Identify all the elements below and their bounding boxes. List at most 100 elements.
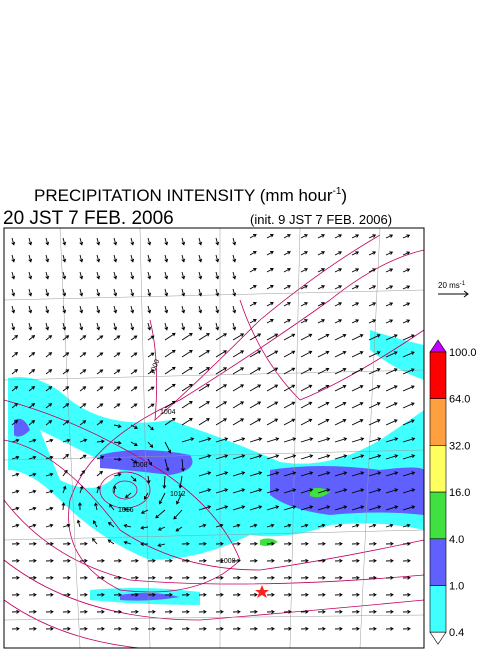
wind-arrow — [249, 471, 263, 477]
wind-arrow — [28, 305, 33, 314]
wind-arrow — [334, 541, 343, 546]
wind-arrow — [402, 368, 415, 375]
wind-arrow — [62, 485, 67, 494]
wind-arrow — [45, 305, 50, 314]
wind-arrow — [334, 575, 343, 580]
wind-arrow — [147, 352, 155, 358]
wind-arrow — [45, 254, 50, 263]
wind-arrow — [147, 386, 155, 392]
wind-arrow — [79, 369, 87, 375]
wind-arrow — [11, 288, 16, 297]
wind-arrow — [79, 609, 88, 614]
wind-arrow — [164, 271, 169, 280]
wind-arrow — [62, 609, 71, 614]
wind-arrow — [334, 488, 348, 494]
wind-arrow — [385, 471, 399, 477]
wind-arrow — [181, 418, 193, 426]
wind-arrow — [96, 455, 105, 460]
wind-arrow — [79, 626, 88, 631]
wind-arrow — [96, 470, 103, 477]
wind-arrow — [385, 268, 394, 273]
wind-arrow — [232, 384, 245, 392]
wind-arrow — [113, 352, 121, 358]
wind-arrow — [215, 401, 228, 409]
wind-arrow — [385, 319, 394, 324]
wind-arrow — [140, 509, 149, 514]
wind-arrow — [266, 454, 280, 460]
wind-arrow — [317, 523, 326, 528]
wind-arrow — [96, 485, 101, 494]
wind-arrow — [164, 417, 176, 426]
wind-arrow — [215, 333, 228, 341]
wind-arrow — [402, 234, 411, 239]
wind-arrow — [198, 288, 203, 297]
wind-arrow — [28, 322, 33, 331]
wind-arrow — [334, 592, 343, 597]
wind-arrow — [45, 420, 53, 426]
wind-arrow — [140, 542, 149, 546]
wind-arrow — [232, 575, 241, 580]
wind-arrow — [249, 319, 257, 324]
colorbar-segment — [429, 351, 447, 400]
wind-arrow — [113, 626, 122, 631]
wind-arrow — [249, 575, 258, 580]
wind-vectors — [11, 234, 416, 631]
precip-area — [370, 330, 424, 380]
wind-arrow — [351, 402, 364, 409]
vector-reference-text: 20 ms — [438, 281, 460, 290]
wind-arrow — [249, 418, 262, 426]
wind-arrow — [232, 237, 237, 246]
wind-arrow — [181, 541, 190, 546]
wind-arrow — [232, 471, 246, 477]
wind-arrow — [79, 558, 88, 563]
wind-arrow — [79, 541, 88, 546]
wind-arrow — [28, 369, 36, 375]
wind-arrow — [147, 288, 152, 297]
wind-arrow — [300, 575, 309, 580]
wind-arrow — [317, 592, 326, 597]
wind-arrow — [232, 558, 241, 563]
isobar-label: 1008 — [132, 462, 148, 469]
wind-arrow — [351, 268, 360, 273]
wind-arrow — [351, 385, 364, 392]
wind-arrow — [266, 418, 279, 426]
wind-arrow — [402, 523, 411, 528]
wind-arrow — [45, 403, 53, 409]
wind-arrow — [96, 352, 104, 358]
wind-arrow — [79, 322, 84, 331]
wind-arrow — [215, 541, 224, 546]
wind-arrow — [215, 305, 220, 314]
wind-arrow — [266, 471, 280, 477]
wind-arrow — [232, 609, 241, 614]
wind-arrow — [249, 367, 262, 375]
wind-arrow — [232, 401, 245, 409]
wind-arrow — [79, 469, 86, 477]
wind-arrow — [62, 523, 71, 528]
wind-arrow — [11, 523, 20, 528]
wind-arrow — [123, 507, 132, 512]
wind-arrow — [368, 302, 377, 307]
wind-arrow — [45, 322, 50, 331]
wind-arrow — [113, 386, 121, 392]
wind-arrow — [79, 403, 87, 409]
wind-arrow — [249, 488, 263, 494]
wind-arrow — [249, 384, 262, 392]
wind-arrow — [198, 488, 212, 494]
wind-arrow — [283, 523, 292, 528]
wind-arrow — [130, 335, 138, 341]
wind-arrow — [283, 592, 292, 597]
wind-arrow — [232, 505, 246, 511]
wind-arrow — [385, 505, 399, 511]
colorbar-label: 100.0 — [449, 347, 477, 359]
wind-arrow — [249, 234, 257, 239]
wind-arrow — [181, 288, 186, 297]
wind-arrow — [300, 319, 308, 324]
wind-arrow — [215, 322, 220, 331]
colorbar-label: 64.0 — [449, 394, 470, 406]
wind-arrow — [79, 237, 84, 246]
wind-arrow — [79, 335, 87, 341]
wind-arrow — [266, 384, 279, 392]
wind-arrow — [45, 472, 54, 477]
wind-arrow — [11, 322, 16, 331]
colorbar-label: 16.0 — [449, 487, 470, 499]
